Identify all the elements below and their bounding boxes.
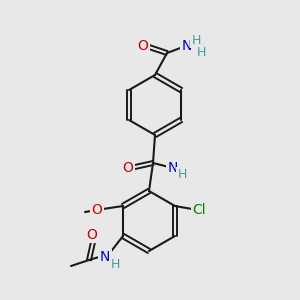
Text: N: N — [182, 39, 192, 53]
Text: H: H — [196, 46, 206, 59]
Text: H: H — [177, 169, 187, 182]
Text: N: N — [100, 250, 110, 264]
Text: O: O — [138, 39, 148, 53]
Text: O: O — [92, 203, 103, 217]
Text: H: H — [191, 34, 201, 46]
Text: H: H — [110, 257, 120, 271]
Text: Cl: Cl — [192, 203, 206, 217]
Text: O: O — [123, 161, 134, 175]
Text: O: O — [87, 228, 98, 242]
Text: N: N — [168, 161, 178, 175]
